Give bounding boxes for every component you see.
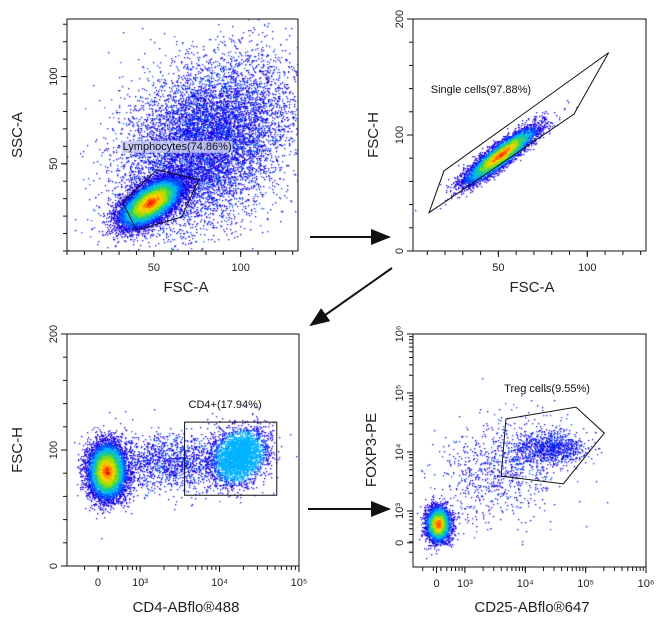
- x-tick-label: 100: [232, 262, 250, 274]
- x-tick-label: 100: [578, 262, 596, 274]
- gate-polygon[interactable]: [428, 52, 610, 214]
- y-tick-label: 200: [48, 325, 60, 343]
- plot-panel-2: 50 100 0 100 200 FSC-A FSC-H Single cells(97.88…: [365, 10, 647, 296]
- gate-polygon[interactable]: [184, 421, 278, 496]
- x-tick-label: 10⁶: [638, 578, 655, 590]
- x-tick-label: 50: [492, 262, 504, 274]
- y-tick-label: 10⁵: [394, 385, 406, 402]
- x-tick-label: 50: [148, 262, 160, 274]
- plot-frame: [412, 333, 647, 568]
- x-tick-label: 10⁵: [577, 578, 594, 590]
- gate-label: Treg cells(9.55%): [504, 383, 590, 395]
- y-axis-label: FSC-H: [9, 427, 26, 473]
- gating-arrow-2: [309, 267, 393, 327]
- x-axis-label: CD4-ABflo®488: [133, 599, 240, 616]
- y-axis-label: FOXP3-PE: [363, 413, 380, 487]
- plot-panel-4: 0 10³ 10⁴ 10⁵ 10⁶ 0 10³ 10⁴ 10⁵ 10⁶ CD25-ABflo®647…: [363, 326, 654, 616]
- gate-label: CD4+(17.94%): [189, 399, 262, 411]
- plot-panel-3: 0 10³ 10⁴ 10⁵ 0 100 200 CD4-ABflo®488 FSC-H CD4+(…: [9, 325, 307, 616]
- gate-polygon[interactable]: [121, 169, 200, 231]
- y-tick-label: 0: [394, 540, 406, 546]
- x-tick-label: 10⁵: [291, 577, 308, 589]
- y-tick-label: 10⁴: [394, 443, 406, 460]
- y-tick-label: 0: [394, 248, 406, 254]
- x-axis-label: CD25-ABflo®647: [474, 599, 589, 616]
- x-axis-label: FSC-A: [510, 279, 555, 296]
- y-tick-label: 100: [48, 441, 60, 459]
- gate-label: Single cells(97.88%): [431, 84, 531, 96]
- x-tick-label: 10³: [132, 577, 148, 589]
- x-tick-label: 10³: [457, 578, 473, 590]
- gate-label: Lymphocytes(74.86%): [123, 141, 232, 153]
- y-tick-label: 100: [48, 67, 60, 85]
- x-tick-label: 10⁴: [211, 577, 228, 589]
- y-axis-label: SSC-A: [9, 112, 26, 158]
- y-tick-label: 10⁶: [394, 326, 406, 343]
- plot-frame: [412, 18, 647, 252]
- plot-frame: [66, 333, 300, 567]
- y-tick-label: 0: [48, 563, 60, 569]
- plot-frame: [66, 18, 299, 252]
- x-axis-label: FSC-A: [164, 279, 209, 296]
- x-tick-label: 0: [95, 577, 101, 589]
- plot-panel-1: 50 100 50 100 FSC-A SSC-A Lymphocytes(74.86%): [9, 18, 299, 296]
- gate-polygon[interactable]: [500, 406, 606, 485]
- x-tick-label: 10⁴: [517, 578, 534, 590]
- gate-label-highlight: [121, 140, 233, 153]
- x-tick-label: 0: [433, 578, 439, 590]
- y-tick-label: 100: [394, 126, 406, 144]
- y-tick-label: 200: [394, 10, 406, 28]
- y-tick-label: 50: [48, 158, 60, 170]
- y-axis-label: FSC-H: [365, 112, 382, 158]
- y-tick-label: 10³: [394, 503, 406, 519]
